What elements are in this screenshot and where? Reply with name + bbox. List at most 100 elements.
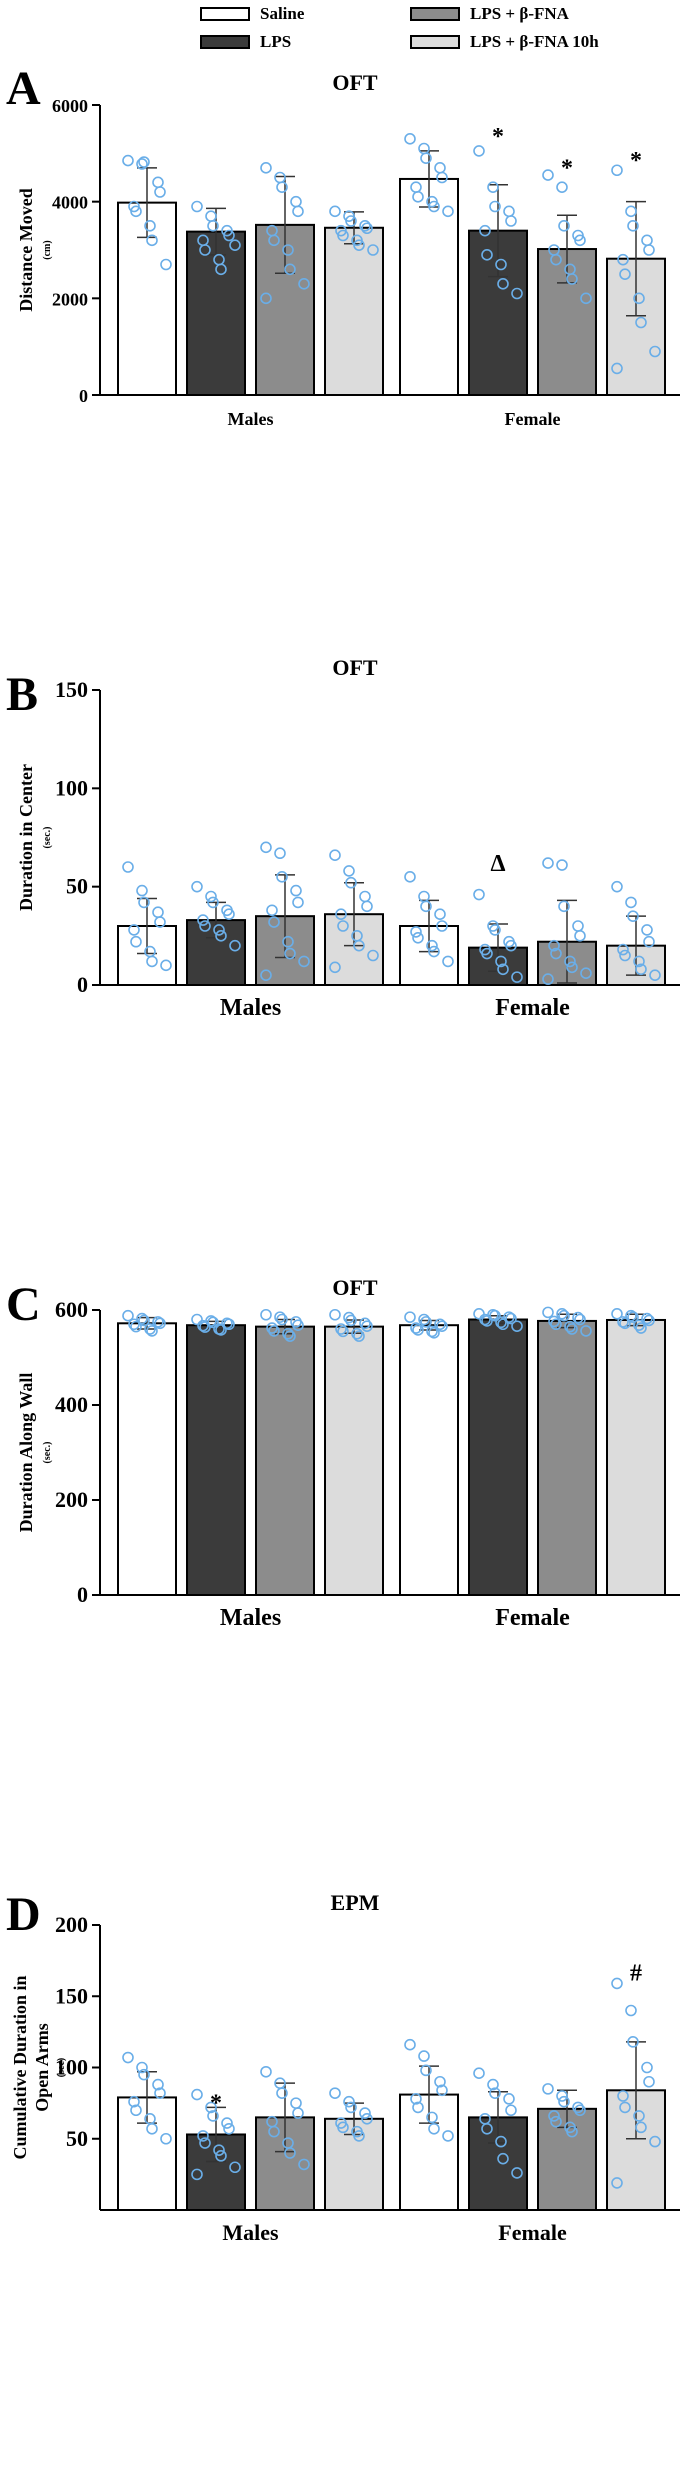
data-point-female-saline [428,945,440,958]
y-tick-label-150: 150 [55,1983,88,2008]
data-point-males-lps-bfna [298,278,310,290]
data-point-female-lps-bfna-10h [617,2090,629,2102]
data-point-males-lps [205,210,217,222]
data-point-female-lps [481,249,493,261]
data-point-males-lps [229,939,241,952]
category-label-female: Female [495,995,570,1021]
data-point-female-saline [434,908,446,920]
data-point-males-lps-bfna-10h [335,908,347,920]
data-point-female-lps-bfna [572,2101,584,2114]
data-point-female-lps-bfna [548,1315,560,1328]
data-point-female-saline [426,1325,438,1338]
bar-males-lps-bfna [255,1325,315,1596]
legend-swatch-lps-bfna [410,7,460,21]
data-point-males-lps-bfna-10h [343,2095,355,2108]
data-point-males-lps-bfna-10h [353,2130,365,2142]
data-point-female-saline [442,955,454,968]
data-point-males-lps-bfna [266,904,278,917]
data-point-males-lps-bfna-10h [343,1311,355,1324]
data-point-males-saline [154,916,166,928]
data-point-males-lps-bfna [274,847,286,860]
legend-swatch-lps [200,35,250,49]
data-point-males-lps [197,1319,209,1332]
data-point-males-lps-bfna-10h [345,215,357,227]
y-tick-label-0: 0 [77,972,88,997]
data-point-males-lps-bfna-10h [343,865,355,877]
data-point-males-lps [223,908,235,920]
category-label-males: Males [220,995,281,1021]
y-tick-label-100: 100 [55,2055,88,2080]
data-point-males-saline [122,2051,134,2064]
data-point-female-lps-bfna [558,1309,570,1322]
data-point-female-lps-bfna [566,1323,578,1335]
y-axis-label: Distance Moved [16,188,36,311]
data-point-female-lps-bfna-10h [611,362,623,375]
bar-males-lps [186,230,246,396]
data-point-males-lps-bfna [274,1311,286,1323]
data-point-males-lps-bfna [282,935,294,948]
data-point-female-lps-bfna-10h [611,164,623,177]
data-point-female-lps [505,2104,517,2117]
y-axis-unit: (sec) [56,2058,67,2077]
panel-label: B [6,668,38,721]
data-point-female-lps-bfna [556,2090,568,2102]
data-point-males-saline [130,935,142,948]
data-point-males-saline [136,2061,148,2074]
data-point-males-lps-bfna-10h [361,900,373,913]
data-point-males-lps-bfna-10h [353,939,365,952]
y-tick-label-200: 200 [55,1487,88,1512]
data-point-males-lps [191,880,203,893]
bar-female-lps-bfna [537,1319,597,1597]
data-point-female-lps [497,2152,509,2165]
data-point-female-lps [473,888,485,901]
category-label-female: Female [495,1605,570,1631]
data-point-males-lps-bfna-10h [329,1308,341,1321]
data-point-female-lps-bfna-10h [633,955,645,968]
bar-female-lps-bfna-10h [606,2089,666,2211]
data-point-female-lps-bfna-10h [635,1322,647,1334]
data-point-female-lps-bfna [550,253,562,266]
y-tick-label-4000: 4000 [52,193,88,213]
data-point-males-saline [128,924,140,936]
data-point-males-lps-bfna [292,1319,304,1332]
data-point-males-lps-bfna [282,244,294,256]
data-point-males-lps-bfna [292,205,304,218]
legend-item-lps-bfna-10h: LPS + β-FNA 10h [410,32,599,52]
data-point-males-saline [160,959,172,972]
data-point-female-lps [495,258,507,271]
data-point-female-saline [434,2075,446,2088]
data-point-males-lps-bfna-10h [359,1317,371,1330]
data-point-female-lps [511,2167,523,2179]
data-point-males-lps-bfna [260,841,272,854]
data-point-female-lps [495,2135,507,2148]
data-point-female-saline [434,1318,446,1331]
data-point-males-lps [205,2101,217,2114]
data-point-female-lps-bfna-10h [617,943,629,956]
data-point-female-lps [511,971,523,983]
data-point-female-lps-bfna-10h [617,1316,629,1328]
data-point-female-lps-bfna [572,1311,584,1324]
bar-males-lps-bfna-10h [324,1325,384,1596]
data-point-female-lps-bfna [580,967,592,980]
data-point-males-lps-bfna [260,1308,272,1321]
data-point-males-lps-bfna-10h [337,1325,349,1338]
data-point-males-lps-bfna [292,2107,304,2119]
data-point-female-lps-bfna [542,857,554,869]
data-point-female-lps-bfna-10h [625,896,637,909]
data-point-males-saline [138,156,150,168]
data-point-female-lps-bfna [542,1306,554,1319]
data-point-female-lps [503,1311,515,1323]
legend-swatch-lps-bfna-10h [410,35,460,49]
data-point-males-lps-bfna [284,2147,296,2159]
data-point-female-lps-bfna [580,1325,592,1337]
data-point-female-lps-bfna [542,169,554,181]
data-point-males-lps-bfna-10h [329,961,341,974]
data-point-female-lps-bfna-10h [625,1309,637,1322]
data-point-female-lps-bfna-10h [625,2004,637,2017]
data-point-female-lps [511,1320,523,1332]
y-tick-label-2000: 2000 [52,289,88,309]
bar-female-lps [468,1318,528,1596]
data-point-female-lps-bfna [548,939,560,952]
data-point-female-lps-bfna [566,961,578,974]
chart-title: OFT [332,660,378,680]
